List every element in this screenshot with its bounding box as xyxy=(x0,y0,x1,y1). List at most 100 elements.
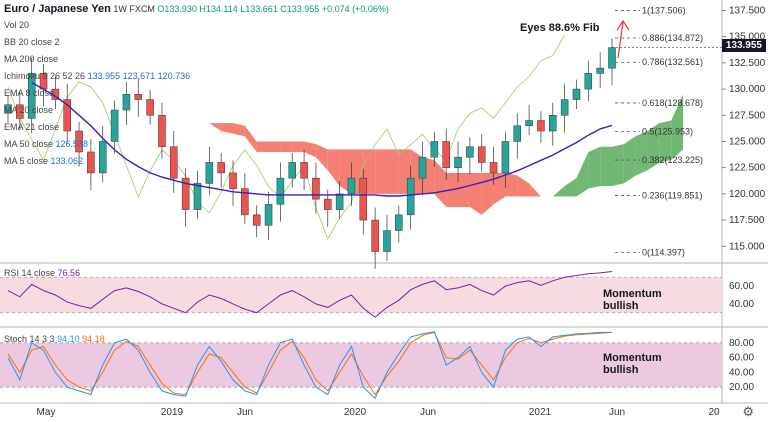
price-axis-label: 117.500 xyxy=(729,215,765,226)
ichimoku-cloud-segment xyxy=(576,151,589,197)
lagging-span-line xyxy=(7,34,565,240)
candle-body xyxy=(430,141,439,158)
candle-body xyxy=(181,177,190,210)
fib-level-label: 1(137.506) xyxy=(642,5,686,15)
ichimoku-cloud-segment xyxy=(233,123,245,137)
candle-body xyxy=(324,198,332,210)
interval: 1W xyxy=(113,4,127,14)
candle-body xyxy=(371,219,379,252)
candle-body xyxy=(98,141,107,174)
indicator-legend-item[interactable]: MA 200 close xyxy=(4,54,58,64)
fib-level-label: 0.618(128.678) xyxy=(642,98,703,108)
indicator-label: BB 20 close 2 xyxy=(4,37,60,47)
ichimoku-cloud-segment xyxy=(244,125,257,152)
time-axis-label: 20 xyxy=(708,407,720,418)
ichimoku-cloud-segment xyxy=(493,172,506,205)
candle-body xyxy=(489,162,498,174)
indicator-legend-item[interactable]: EMA 21 close xyxy=(4,122,59,132)
candle-body xyxy=(406,177,415,216)
candle-body xyxy=(252,214,261,226)
price-axis-label: 130.000 xyxy=(729,84,766,95)
price-axis-label: 122.500 xyxy=(729,163,766,174)
candle-body xyxy=(300,162,308,179)
price-axis-label: 115.000 xyxy=(729,241,765,252)
indicator-legend-item[interactable]: MA 50 close 126.538 xyxy=(4,139,88,149)
ichimoku-cloud-segment xyxy=(481,172,494,215)
candle-body xyxy=(63,99,71,132)
ichimoku-cloud-segment xyxy=(79,104,91,112)
time-axis-label: Jun xyxy=(420,407,436,418)
candle-body xyxy=(110,109,119,142)
stoch-title: Stoch 14 3 3 xyxy=(4,334,55,344)
stoch-k-line xyxy=(7,331,612,400)
indicator-label: MA 20 close xyxy=(4,105,54,115)
indicator-label: Ichimoku 9 26 52 26 xyxy=(4,71,88,81)
indicator-legend-item[interactable]: Vol 20 xyxy=(4,20,29,30)
indicator-legend-item[interactable]: BB 20 close 2 xyxy=(4,37,60,47)
indicator-legend-item[interactable]: MA 20 close xyxy=(4,105,53,115)
stoch-d-value: 94.18 xyxy=(82,334,105,344)
candle-body xyxy=(442,141,450,168)
candle-body xyxy=(418,156,427,179)
stoch-axis-label: 40.00 xyxy=(729,367,754,378)
symbol-name: Euro / Japanese Yen xyxy=(4,3,111,15)
candle-body xyxy=(87,151,95,174)
rsi-axis-label: 60.00 xyxy=(729,281,754,292)
price-axis-label: 135.000 xyxy=(729,32,766,43)
time-axis-label: Jun xyxy=(609,407,625,418)
indicator-legend-item[interactable]: MA 5 close 133.062 xyxy=(4,156,83,166)
rsi-value: 76.56 xyxy=(57,268,81,278)
indicator-legend-item[interactable]: EMA 8 close xyxy=(4,88,54,98)
price-axis-label: 125.000 xyxy=(729,136,766,147)
rsi-note-1: Momentum xyxy=(603,288,662,300)
candle-body xyxy=(4,104,12,114)
candle-body xyxy=(146,99,154,116)
candle-body xyxy=(134,94,143,100)
ichimoku-cloud-segment xyxy=(505,172,518,197)
candle-body xyxy=(170,146,178,179)
candle-body xyxy=(312,177,320,200)
price-axis-label: 137.500 xyxy=(729,5,766,16)
indicator-label: MA 50 close xyxy=(4,139,56,149)
stoch-axis-label: 60.00 xyxy=(729,353,754,364)
ichimoku-cloud-segment xyxy=(564,178,577,197)
indicator-label: MA 200 close xyxy=(4,54,59,64)
rsi-legend: RSI 14 close 76.56 xyxy=(4,268,80,278)
candle-body xyxy=(549,115,557,132)
indicator-label: Vol 20 xyxy=(4,20,30,30)
ichimoku-cloud-segment xyxy=(327,149,340,187)
rsi-title: RSI 14 close xyxy=(4,268,56,278)
ichimoku-cloud-segment xyxy=(671,94,684,160)
time-axis-label: 2019 xyxy=(161,407,184,418)
time-axis-label: 2021 xyxy=(529,407,552,418)
price-axis-label: 127.500 xyxy=(729,110,766,121)
candle-body xyxy=(513,125,522,142)
stoch-d-line xyxy=(7,331,613,396)
fib-note: Eyes 88.6% Fib xyxy=(520,22,600,34)
time-axis-label: Jun xyxy=(237,407,253,418)
ichimoku-cloud-segment xyxy=(600,146,612,187)
candle-body xyxy=(584,73,593,90)
time-axis-label: May xyxy=(37,407,56,418)
ichimoku-cloud-segment xyxy=(268,141,281,152)
candle-body xyxy=(560,99,569,116)
candle-body xyxy=(158,115,166,147)
price-axis-label: 132.500 xyxy=(729,58,766,69)
ichimoku-cloud-segment xyxy=(588,146,601,189)
fib-level-label: 0.236(119.851) xyxy=(642,190,702,200)
ichimoku-cloud-segment xyxy=(386,149,399,194)
indicator-legend-item[interactable]: Ichimoku 9 26 52 26 133.955 123.671 120.… xyxy=(4,71,190,81)
indicator-label: EMA 21 close xyxy=(4,122,60,132)
candle-body xyxy=(217,162,225,174)
candle-body xyxy=(288,162,296,179)
price-axis-label: 120.000 xyxy=(729,189,766,200)
gear-icon[interactable]: ⚙ xyxy=(742,404,754,419)
candle-body xyxy=(16,104,24,119)
exchange: FXCM xyxy=(129,4,155,14)
candle-body xyxy=(572,88,581,100)
candle-body xyxy=(193,183,202,210)
indicator-value: 126.538 xyxy=(55,139,89,149)
candle-body xyxy=(596,67,604,74)
stoch-axis-label: 20.00 xyxy=(729,382,754,393)
